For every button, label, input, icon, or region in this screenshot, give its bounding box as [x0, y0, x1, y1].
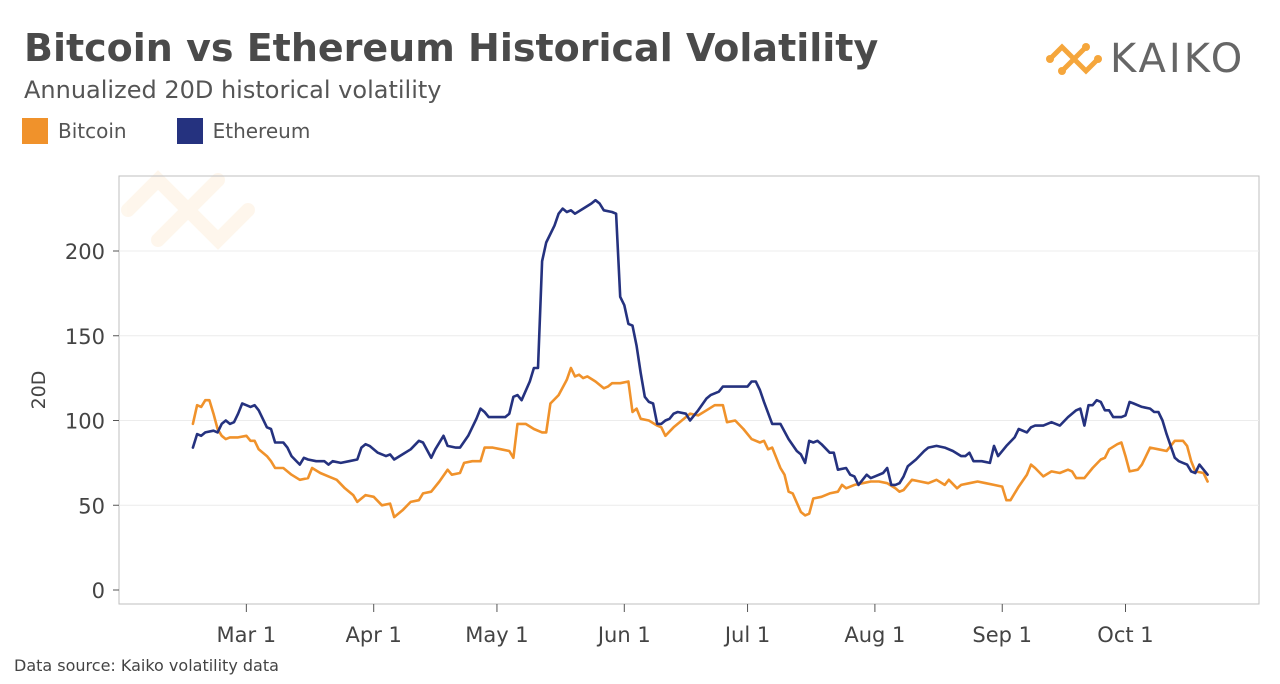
- legend-swatch-bitcoin: [22, 118, 48, 144]
- x-tick-label: May 1: [465, 623, 528, 647]
- volatility-line-chart: 0 50 100 150 200 20D Mar 1 Apr 1 May 1 Jun 1 Jul 1…: [28, 170, 1260, 647]
- y-tick-label: 50: [78, 494, 105, 518]
- x-tick-label: Mar 1: [217, 623, 277, 647]
- series-line-ethereum: [191, 198, 1209, 487]
- legend-label-bitcoin: Bitcoin: [58, 119, 127, 143]
- legend-label-ethereum: Ethereum: [212, 119, 311, 143]
- x-tick-label: Jun 1: [596, 623, 651, 647]
- series-line-bitcoin: [191, 366, 1209, 519]
- x-tick-label: Apr 1: [346, 623, 402, 647]
- watermark-logo-icon: [121, 170, 255, 250]
- x-tick-label: Aug 1: [844, 623, 905, 647]
- y-tick-label: 200: [65, 240, 105, 264]
- x-tick-label: Sep 1: [972, 623, 1032, 647]
- kaiko-logo: KAIKO: [1044, 36, 1245, 82]
- y-tick-label: 150: [65, 325, 105, 349]
- y-tick-label: 0: [92, 579, 105, 603]
- y-tick-label: 100: [65, 410, 105, 434]
- plot-area: [118, 175, 1260, 605]
- kaiko-logo-icon: [1046, 43, 1102, 75]
- legend-item-ethereum[interactable]: Ethereum: [176, 118, 311, 144]
- chart-subtitle: Annualized 20D historical volatility: [24, 76, 442, 104]
- legend-swatch-ethereum: [176, 118, 203, 144]
- y-axis-label: 20D: [28, 371, 50, 410]
- x-tick-label: Oct 1: [1097, 623, 1153, 647]
- chart-legend: Bitcoin Ethereum: [22, 118, 310, 144]
- x-tick-label: Jul 1: [723, 623, 770, 647]
- data-source-note: Data source: Kaiko volatility data: [14, 656, 279, 675]
- kaiko-logo-text: KAIKO: [1110, 36, 1246, 82]
- watermark-stroke: [121, 170, 225, 220]
- chart-title: Bitcoin vs Ethereum Historical Volatilit…: [24, 26, 879, 70]
- legend-item-bitcoin[interactable]: Bitcoin: [22, 118, 127, 144]
- watermark-stroke: [151, 200, 255, 250]
